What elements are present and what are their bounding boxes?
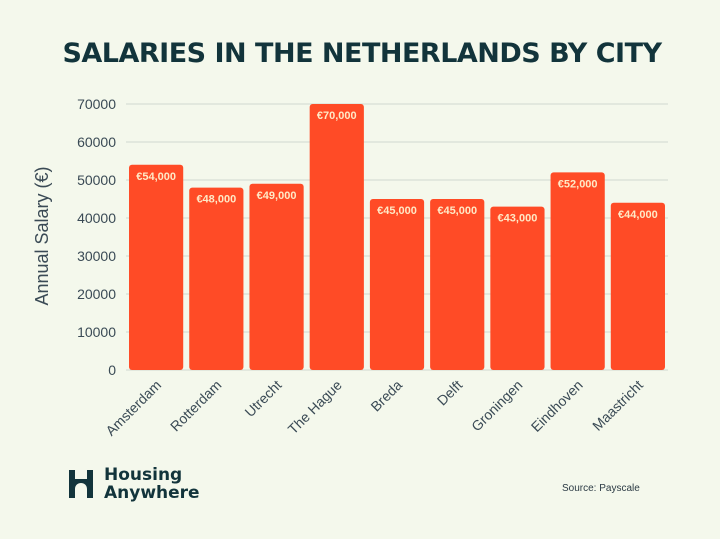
y-tick-label: 0 xyxy=(108,362,116,378)
data-label: €48,000 xyxy=(196,194,236,206)
x-tick-label: Amsterdam xyxy=(102,377,164,439)
y-tick-label: 70000 xyxy=(77,96,116,112)
x-tick-label: Eindhoven xyxy=(528,377,586,435)
x-tick-label: Maastricht xyxy=(589,377,646,434)
bar-delft xyxy=(430,199,485,370)
y-tick-label: 10000 xyxy=(77,324,116,340)
housing-anywhere-logo-icon xyxy=(69,470,93,498)
bar-amsterdam xyxy=(129,164,184,370)
chart-title: SALARIES IN THE NETHERLANDS BY CITY xyxy=(62,38,662,69)
y-tick-label: 20000 xyxy=(77,286,116,302)
source-note: Source: Payscale xyxy=(562,483,640,494)
bar-rotterdam xyxy=(189,187,244,370)
data-label: €54,000 xyxy=(136,171,176,183)
bar-utrecht xyxy=(249,183,304,370)
data-label: €45,000 xyxy=(377,205,417,217)
data-label: €43,000 xyxy=(498,213,538,225)
x-tick-label: The Hague xyxy=(285,377,345,437)
bar-eindhoven xyxy=(550,172,605,370)
data-label: €70,000 xyxy=(317,110,357,122)
x-tick-label: Rotterdam xyxy=(167,377,225,435)
bar-maastricht xyxy=(610,202,665,370)
brand-line-1: Housing xyxy=(104,465,183,485)
x-tick-label: Utrecht xyxy=(241,377,284,420)
brand-logo: Housing Anywhere xyxy=(66,466,200,502)
x-tick-label: Groningen xyxy=(468,377,526,435)
y-tick-label: 30000 xyxy=(77,248,116,264)
x-tick-label: Delft xyxy=(434,377,466,409)
y-tick-label: 40000 xyxy=(77,210,116,226)
y-tick-label: 50000 xyxy=(77,172,116,188)
data-label: €44,000 xyxy=(618,209,658,221)
y-tick-label: 60000 xyxy=(77,134,116,150)
x-tick-label: Breda xyxy=(367,377,405,415)
bar-groningen xyxy=(490,206,545,370)
data-label: €45,000 xyxy=(437,205,477,217)
data-label: €49,000 xyxy=(257,190,297,202)
bar-the-hague xyxy=(309,104,364,370)
bar-breda xyxy=(369,199,425,370)
y-axis-label: Annual Salary (€) xyxy=(32,166,52,305)
data-label: €52,000 xyxy=(558,178,598,190)
brand-line-2: Anywhere xyxy=(104,483,200,503)
